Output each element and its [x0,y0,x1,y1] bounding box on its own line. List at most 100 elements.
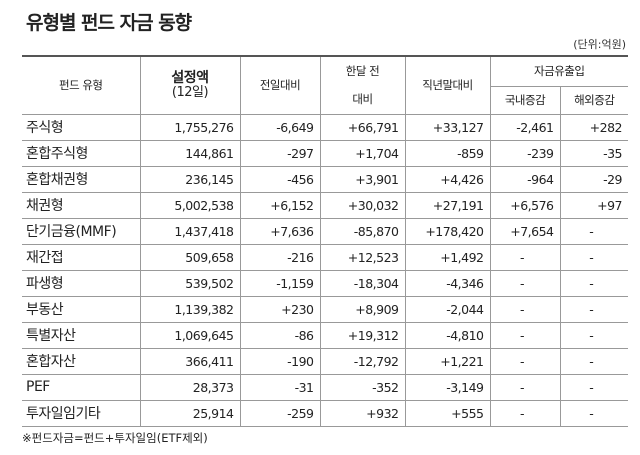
value-cell: +19,312 [319,322,405,349]
table-row: 파생형 539,502 -1,159 -18,304 -4,346- - [22,270,628,297]
header-cell: 직년말대비 [404,55,491,115]
value-cell: -29 [559,166,628,193]
value-cell: +282 [559,114,628,141]
value-cell: - [489,348,560,375]
value-cell: +178,420 [404,218,490,245]
value-cell: - [559,322,628,349]
header-cell: 전일대비 [239,55,321,115]
value-cell: -86 [239,322,320,349]
value-cell: -4,810 [404,322,490,349]
value-cell: -216 [239,244,320,271]
value-cell: -190 [239,348,320,375]
value-cell: +12,523 [319,244,405,271]
value-cell: 5,002,538 [139,192,240,219]
table-row: PEF 28,373 -31 -352 -3,149- - [22,374,628,401]
value-cell: +6,152 [239,192,320,219]
value-cell: -1,159 [239,270,320,297]
value-cell: +932 [319,400,405,427]
value-cell: +30,032 [319,192,405,219]
value-cell: - [559,270,628,297]
table-row: 투자일임기타 25,914 -259 +932 +555- - [22,400,628,427]
value-cell: - [489,322,560,349]
header-cell: 해외증감 [559,85,628,115]
value-cell: -35 [559,140,628,167]
value-cell: - [489,244,560,271]
value-cell: - [489,296,560,323]
value-cell: 1,755,276 [139,114,240,141]
value-cell: -2,044 [404,296,490,323]
value-cell: 509,658 [139,244,240,271]
fund-type-cell: 혼합채권형 [22,166,140,193]
fund-type-cell: PEF [22,374,140,401]
table-row: 주식형 1,755,276 -6,649 +66,791 +33,127 -2,461 +2… [22,114,628,141]
table-row: 채권형 5,002,538 +6,152 +30,032 +27,191 +6,576 +9… [22,192,628,219]
table-body: 주식형 1,755,276 -6,649 +66,791 +33,127 -2,461 +2… [22,114,628,427]
value-cell: +230 [239,296,320,323]
header-text: (12일) [171,84,209,100]
value-cell: +33,127 [404,114,490,141]
value-cell: -85,870 [319,218,405,245]
header-text: 설정액 [171,69,209,86]
value-cell: -6,649 [239,114,320,141]
fund-type-cell: 재간접 [22,244,140,271]
value-cell: 366,411 [139,348,240,375]
header-text: 대비 [352,92,373,107]
value-cell: - [559,348,628,375]
fund-type-cell: 단기금융(MMF) [22,218,140,245]
table-row: 혼합주식형 144,861 -297 +1,704 -859 -239 -35 [22,140,628,167]
header-cell: 설정액 (12일) [139,55,241,115]
value-cell: 25,914 [139,400,240,427]
fund-type-cell: 혼합주식형 [22,140,140,167]
table-row: 부동산 1,139,382 +230 +8,909 -2,044- - [22,296,628,323]
value-cell: -352 [319,374,405,401]
value-cell: -964 [489,166,560,193]
value-cell: - [559,296,628,323]
value-cell: +555 [404,400,490,427]
table-row: 재간접 509,658 -216 +12,523 +1,492- - [22,244,628,271]
value-cell: 1,437,418 [139,218,240,245]
value-cell: -259 [239,400,320,427]
value-cell: +7,654 [489,218,560,245]
value-cell: +4,426 [404,166,490,193]
value-cell: +6,576 [489,192,560,219]
fund-type-cell: 파생형 [22,270,140,297]
header-cell: 국내증감 [490,85,561,115]
fund-type-cell: 주식형 [22,114,140,141]
value-cell: -297 [239,140,320,167]
value-cell: -31 [239,374,320,401]
header-cell: 펀드 유형 [22,55,141,115]
table-row: 특별자산 1,069,645 -86 +19,312 -4,810- - [22,322,628,349]
value-cell: -859 [404,140,490,167]
value-cell: +66,791 [319,114,405,141]
value-cell: 28,373 [139,374,240,401]
value-cell: +1,221 [404,348,490,375]
header-cell: 자금유출입 [489,55,628,87]
value-cell: +8,909 [319,296,405,323]
value-cell: -12,792 [319,348,405,375]
value-cell: +27,191 [404,192,490,219]
title: 유형별 펀드 자금 동향 [26,12,192,34]
value-cell: -2,461 [489,114,560,141]
value-cell: +7,636 [239,218,320,245]
unit: (단위:억원) [573,38,626,51]
value-cell: -18,304 [319,270,405,297]
value-cell: +97 [559,192,628,219]
table-row: 혼합자산 366,411 -190 -12,792 +1,221- - [22,348,628,375]
value-cell: -4,346 [404,270,490,297]
table-row: 단기금융(MMF) 1,437,418 +7,636 -85,870 +178,420 +… [22,218,628,245]
value-cell: 144,861 [139,140,240,167]
header-text: 한달 전 [345,64,380,79]
value-cell: 1,139,382 [139,296,240,323]
value-cell: - [559,244,628,271]
table-row: 혼합채권형 236,145 -456 +3,901 +4,426 -964 -29 [22,166,628,193]
fund-type-cell: 부동산 [22,296,140,323]
value-cell: +3,901 [319,166,405,193]
value-cell: - [489,374,560,401]
value-cell: - [489,270,560,297]
footnote: ※펀드자금=펀드+투자일임(ETF제외) [22,431,208,445]
fund-type-cell: 투자일임기타 [22,400,140,427]
value-cell: 1,069,645 [139,322,240,349]
